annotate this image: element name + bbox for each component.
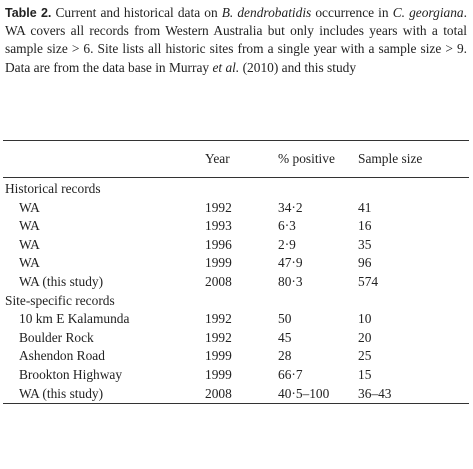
value-cell: 45 <box>278 329 292 345</box>
value-cell: 1992 <box>205 199 232 215</box>
site-cell: 10 km E Kalamunda <box>19 311 130 327</box>
data-row: WA 1993 6·3 16 <box>3 217 469 236</box>
value-cell: 1999 <box>205 348 232 364</box>
caption-etal: et al. <box>212 59 240 75</box>
caption-label: Table 2. <box>5 6 52 20</box>
value-cell: 96 <box>358 255 372 271</box>
value-cell: 28 <box>278 348 292 364</box>
section-title: Historical records <box>5 181 101 196</box>
table-caption: Table 2. Current and historical data on … <box>5 4 467 77</box>
site-cell: Ashendon Road <box>19 348 105 364</box>
caption-species: B. dendrobatidis <box>221 5 312 20</box>
value-cell: 40·5–100 <box>278 385 330 401</box>
value-cell: 35 <box>358 236 372 252</box>
value-cell: 2·9 <box>278 236 296 252</box>
value-cell: 15 <box>358 366 372 382</box>
site-cell: Boulder Rock <box>19 329 94 345</box>
table: Year % positive Sample size Historical reco… <box>3 140 469 405</box>
value-cell: 2008 <box>205 273 232 289</box>
value-cell: 50 <box>278 311 292 327</box>
section-title: Site-specific records <box>5 292 115 308</box>
site-cell: WA (this study) <box>19 385 104 401</box>
value-cell: 36–43 <box>358 385 392 401</box>
site-cell: WA <box>19 218 40 234</box>
site-cell: WA <box>19 255 40 271</box>
value-cell: 47·9 <box>278 255 303 271</box>
caption-species: C. georgiana <box>392 5 464 20</box>
caption-text: occurrence in <box>311 5 393 20</box>
data-row: WA 1996 2·9 35 <box>3 236 469 255</box>
data-row: 10 km E Kalamunda 1992 50 10 <box>3 310 469 329</box>
site-cell: Brookton Highway <box>19 366 123 382</box>
value-cell: 1996 <box>205 236 232 252</box>
value-cell: 1993 <box>205 218 232 234</box>
value-cell: 2008 <box>205 385 232 401</box>
caption-text: (2010) and this study <box>239 59 357 75</box>
site-cell: WA (this study) <box>19 273 104 289</box>
value-cell: 66·7 <box>278 366 303 382</box>
column-header: Sample size <box>358 151 423 166</box>
data-row: WA 1992 34·2 41 <box>3 199 469 218</box>
value-cell: 1992 <box>205 311 232 327</box>
site-cell: WA <box>19 236 40 252</box>
value-cell: 574 <box>358 273 379 289</box>
data-row: Ashendon Road 1999 28 25 <box>3 347 469 366</box>
caption-text: . WA covers all records from Western Aus… <box>5 5 467 75</box>
data-row: WA 1999 47·9 96 <box>3 254 469 273</box>
value-cell: 6·3 <box>278 218 296 234</box>
data-row: WA (this study) 2008 80·3 574 <box>3 273 469 292</box>
column-header: % positive <box>278 151 335 166</box>
section-row: Historical records <box>3 180 469 199</box>
value-cell: 1999 <box>205 255 232 271</box>
value-cell: 25 <box>358 348 372 364</box>
section-row: Site-specific records <box>3 292 469 311</box>
value-cell: 1999 <box>205 366 232 382</box>
value-cell: 80·3 <box>278 273 303 289</box>
value-cell: 34·2 <box>278 199 303 215</box>
site-cell: WA <box>19 199 40 215</box>
value-cell: 10 <box>358 311 372 327</box>
header-row: Year % positive Sample size <box>3 141 469 178</box>
data-row: Boulder Rock 1992 45 20 <box>3 329 469 348</box>
value-cell: 16 <box>358 218 372 234</box>
value-cell: 20 <box>358 329 372 345</box>
caption-text: Current and historical data on <box>55 5 222 20</box>
value-cell: 41 <box>358 199 372 215</box>
value-cell: 1992 <box>205 329 232 345</box>
column-header: Year <box>205 151 230 166</box>
data-row: WA (this study) 2008 40·5–100 36–43 <box>3 385 469 404</box>
data-row: Brookton Highway 1999 66·7 15 <box>3 366 469 385</box>
